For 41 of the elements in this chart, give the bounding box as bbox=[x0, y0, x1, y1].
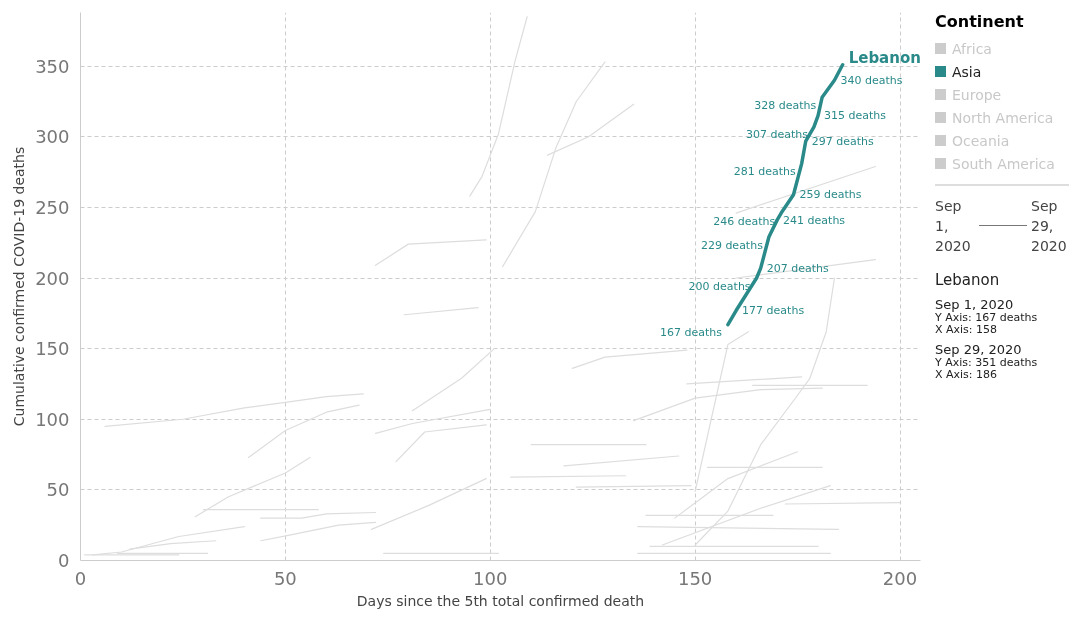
data-label: 177 deaths bbox=[742, 304, 805, 318]
y-tick-label: 150 bbox=[35, 338, 70, 360]
data-label: 259 deaths bbox=[799, 188, 862, 202]
y-axis-title: Cumulative confirmed COVID-19 deaths bbox=[11, 146, 28, 427]
legend-title: Continent bbox=[935, 11, 1025, 33]
data-label: 328 deaths bbox=[754, 98, 817, 112]
data-label: 241 deaths bbox=[783, 213, 846, 227]
data-label: 307 deaths bbox=[745, 128, 809, 142]
data-label: 167 deaths bbox=[659, 326, 723, 340]
data-label: 246 deaths bbox=[713, 214, 776, 228]
x-tick-label: 50 bbox=[273, 567, 297, 589]
x-tick-label: 100 bbox=[473, 567, 508, 589]
text: Sep 29, 2020 bbox=[1031, 196, 1068, 256]
x-axis-title: Days since the 5th total confirmed death bbox=[356, 592, 645, 609]
text: Y Axis: 167 deaths bbox=[935, 311, 1039, 325]
text: Sep 1, 2020 bbox=[935, 297, 1014, 313]
text: X Axis: 158 bbox=[935, 323, 999, 337]
text: Sep 1, 2020 bbox=[935, 196, 972, 256]
data-label: 229 deaths bbox=[700, 238, 764, 252]
text: Sep 29, 2020 bbox=[935, 342, 1022, 358]
y-tick-label: 250 bbox=[35, 196, 70, 218]
y-tick-label: 350 bbox=[35, 55, 70, 77]
data-label: 281 deaths bbox=[733, 165, 796, 179]
data-label: 340 deaths bbox=[840, 73, 903, 87]
text: Lebanon bbox=[935, 269, 1001, 291]
data-label: 200 deaths bbox=[688, 279, 751, 293]
y-tick-label: 0 bbox=[58, 550, 70, 571]
y-tick-label: 300 bbox=[35, 126, 70, 148]
series-label: Lebanon bbox=[848, 48, 921, 67]
y-tick-label: 200 bbox=[35, 267, 70, 289]
x-tick-label: 0 bbox=[74, 567, 87, 589]
x-tick-label: 200 bbox=[882, 567, 918, 589]
data-label: 207 deaths bbox=[766, 261, 829, 275]
data-label: 297 deaths bbox=[811, 134, 875, 148]
y-tick-label: 50 bbox=[46, 479, 70, 501]
y-tick-label: 100 bbox=[35, 408, 70, 430]
text: Asia bbox=[951, 62, 983, 82]
text: Y Axis: 351 deaths bbox=[935, 356, 1039, 370]
data-label: 315 deaths bbox=[824, 109, 887, 123]
text: X Axis: 186 bbox=[935, 368, 999, 382]
x-tick-label: 150 bbox=[677, 567, 713, 589]
